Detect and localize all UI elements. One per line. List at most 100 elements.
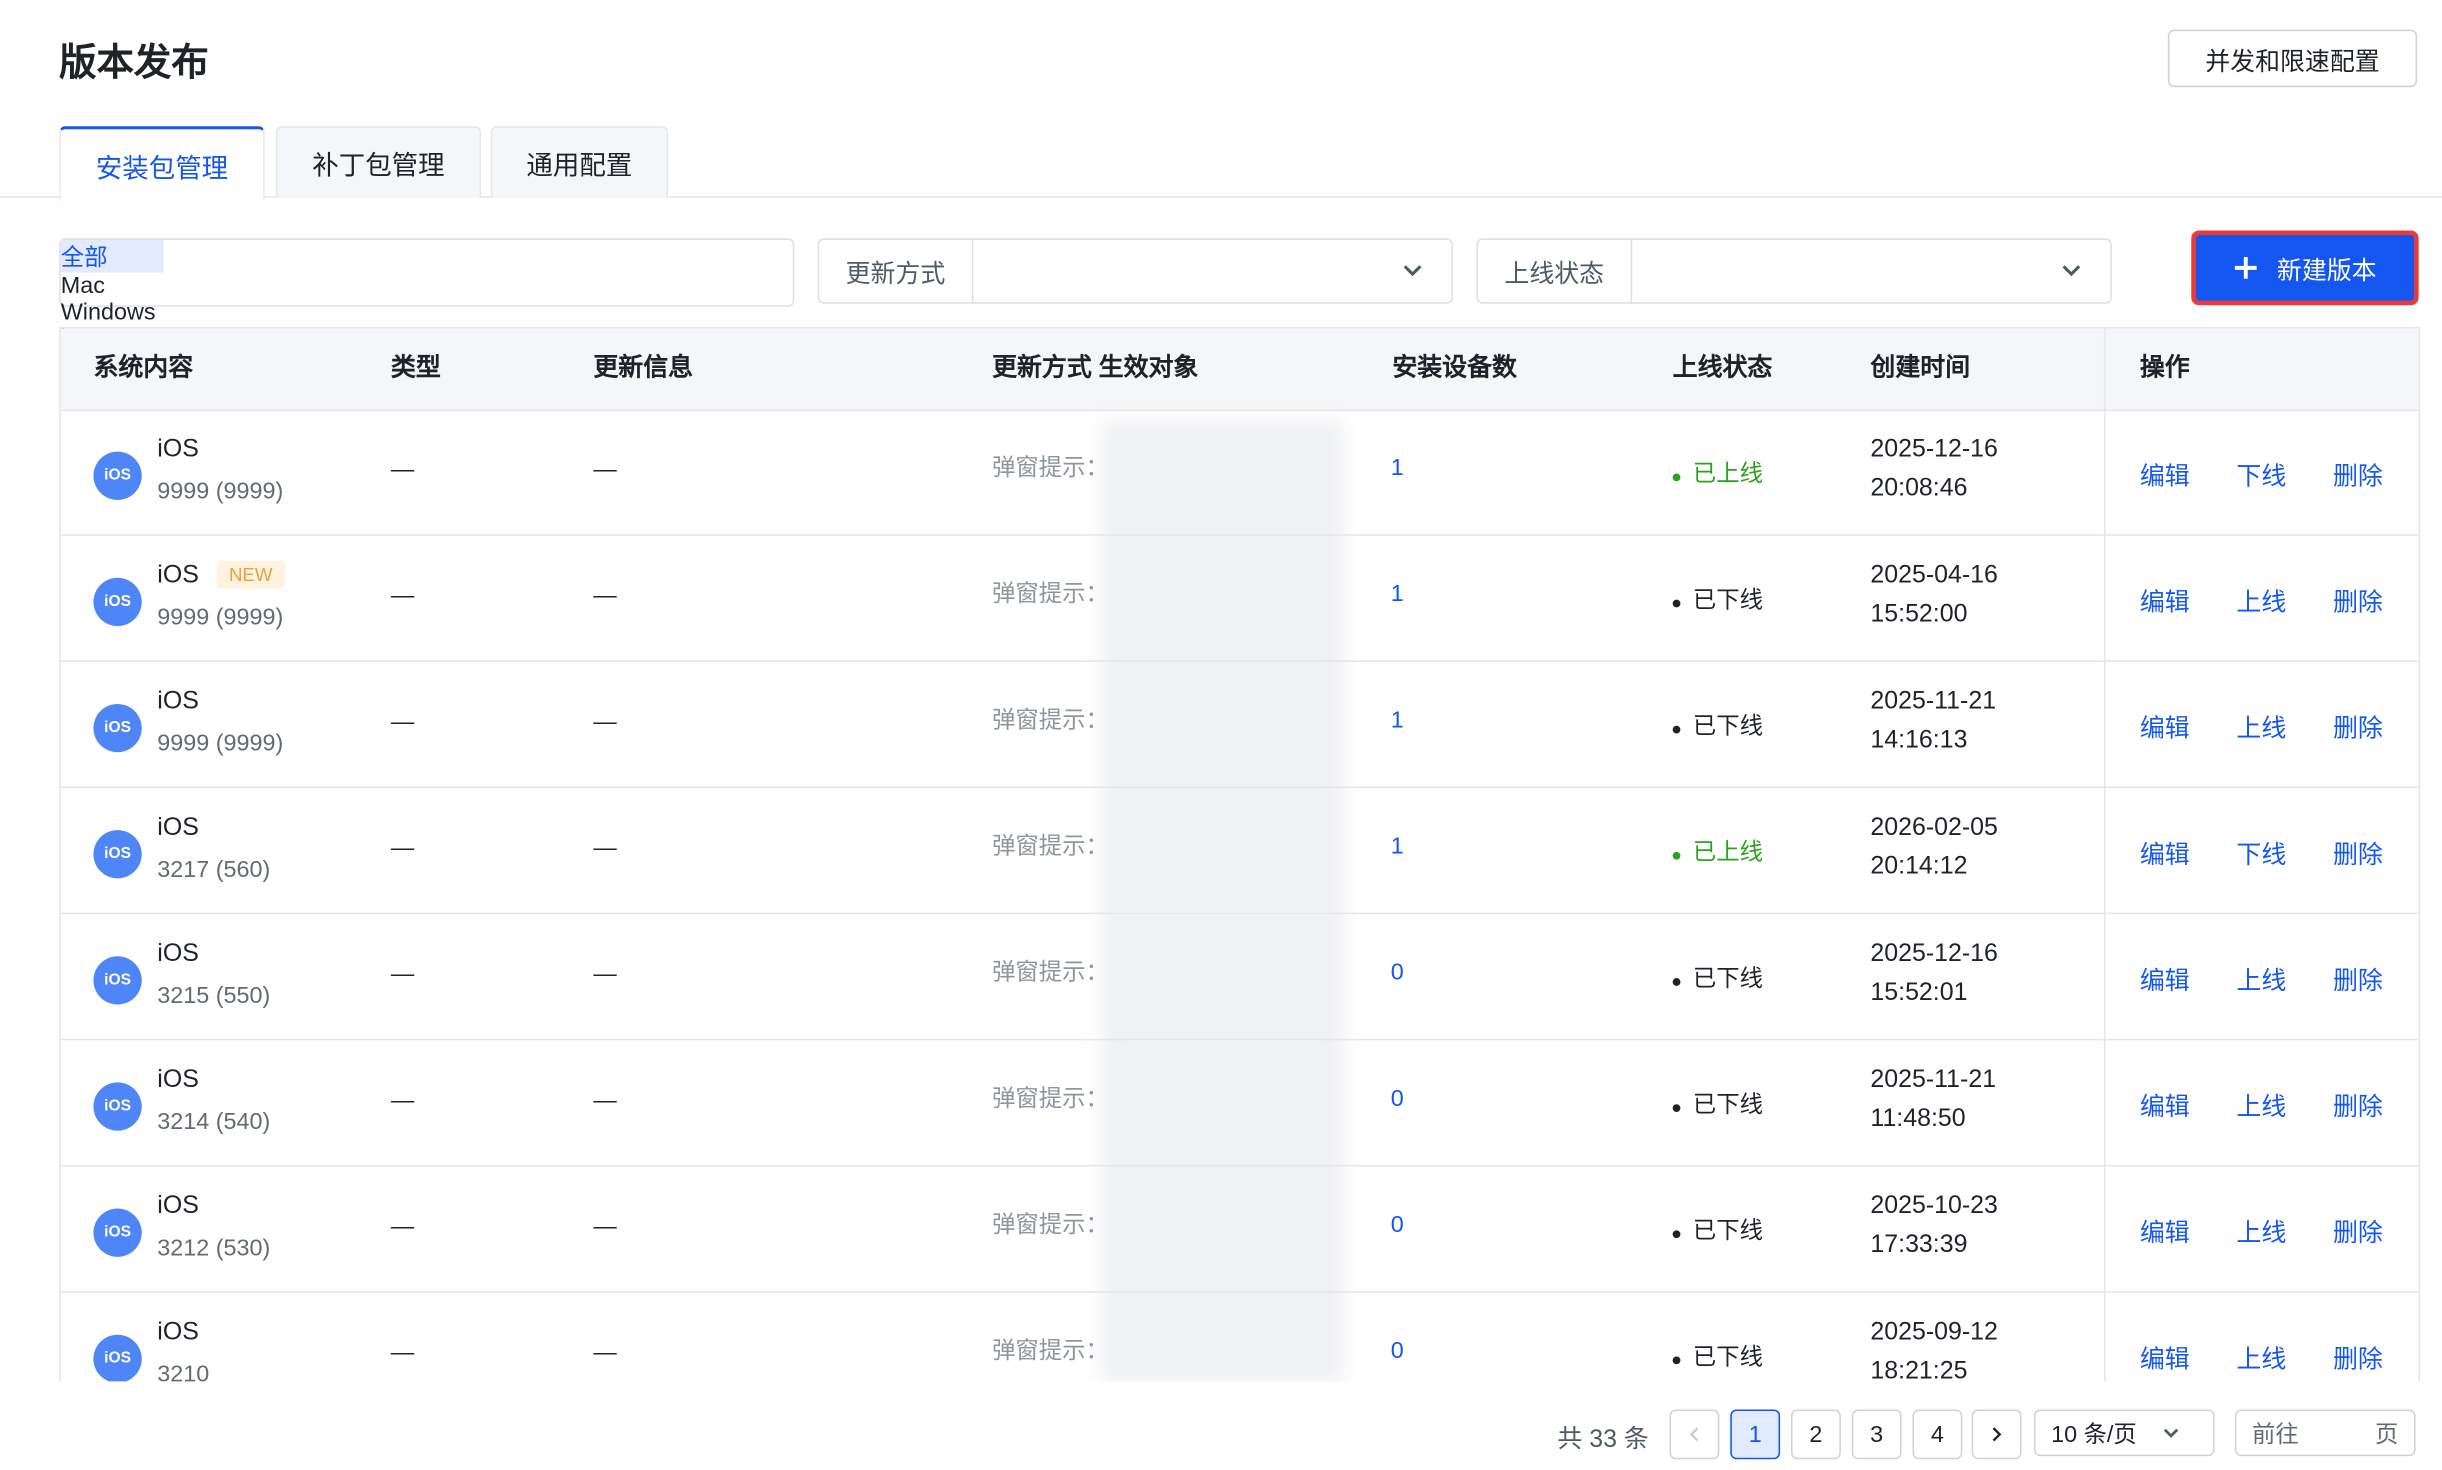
row-action[interactable]: 上线 <box>2236 968 2287 996</box>
os-name: iOS <box>157 814 199 841</box>
created-date: 2025-11-21 <box>1870 688 1997 715</box>
type: — <box>390 708 415 736</box>
row-action[interactable]: 删除 <box>2332 716 2383 743</box>
status: 已下线 <box>1692 713 1764 740</box>
status: 已下线 <box>1692 1091 1764 1119</box>
status: 已下线 <box>1692 1344 1764 1371</box>
device-count[interactable]: 1 <box>1390 580 1404 608</box>
os-name: iOS <box>157 436 199 463</box>
device-count[interactable]: 1 <box>1390 833 1404 860</box>
tab[interactable]: 通用配置 <box>490 126 669 198</box>
platform-option[interactable]: 全部 <box>60 239 164 273</box>
row-action[interactable]: 编辑 <box>2139 590 2190 617</box>
row-action[interactable]: 编辑 <box>2139 968 2190 996</box>
row-divider <box>60 912 2419 915</box>
status-dot <box>1672 1356 1681 1365</box>
page-number[interactable]: 4 <box>1912 1409 1963 1460</box>
created-date: 2025-11-21 <box>1870 1066 1997 1094</box>
version: 9999 (9999) <box>157 730 284 757</box>
row-action[interactable]: 上线 <box>2236 716 2287 743</box>
prev-page[interactable] <box>1669 1409 1720 1460</box>
status-select[interactable]: 上线状态 <box>1476 238 2112 304</box>
row-action[interactable]: 删除 <box>2332 1221 2383 1248</box>
update-method-select[interactable]: 更新方式 <box>817 238 1454 304</box>
platform-option[interactable]: Windows <box>60 299 156 326</box>
row-action[interactable]: 下线 <box>2236 842 2287 870</box>
goto-label: 前往 <box>2252 1421 2299 1448</box>
device-count[interactable]: 0 <box>1390 1085 1404 1112</box>
version: 9999 (9999) <box>157 478 284 505</box>
os-name: iOS <box>157 1319 199 1346</box>
next-page[interactable] <box>1971 1409 2022 1460</box>
platform-option[interactable]: Mac <box>60 272 105 300</box>
page-number[interactable]: 2 <box>1791 1409 1841 1460</box>
tab-divider <box>0 196 2442 198</box>
row-action[interactable]: 编辑 <box>2139 464 2190 491</box>
created-date: 2025-12-16 <box>1870 436 1998 463</box>
update-info: — <box>593 582 617 609</box>
created-date: 2025-10-23 <box>1870 1192 1998 1220</box>
row-action[interactable]: 删除 <box>2332 842 2383 870</box>
type: — <box>390 456 415 483</box>
row-action[interactable]: 上线 <box>2236 1347 2287 1374</box>
platform-filter: 全部MacWindowsiOSAndroidLinux <box>59 238 795 405</box>
row-action[interactable]: 编辑 <box>2139 1347 2190 1374</box>
update-method: 弹窗提示： <box>992 1211 1109 1239</box>
os-icon: iOS <box>93 703 142 753</box>
row-action[interactable]: 删除 <box>2332 968 2383 996</box>
created-time: 14:16:13 <box>1870 727 1968 754</box>
created-time: 17:33:39 <box>1870 1231 1968 1259</box>
status: 已上线 <box>1692 460 1764 488</box>
row-action[interactable]: 编辑 <box>2139 1094 2190 1122</box>
tab[interactable]: 安装包管理 <box>59 126 265 201</box>
button-label: 新建版本 <box>2276 258 2377 286</box>
new-version-button[interactable]: 新建版本 <box>2191 230 2419 306</box>
type: — <box>390 1339 415 1366</box>
row-action[interactable]: 下线 <box>2236 464 2287 491</box>
prev-icon <box>1689 1427 1699 1442</box>
update-info: — <box>593 1087 617 1114</box>
page-size-select[interactable]: 10 条/页 <box>2033 1409 2215 1457</box>
chevron <box>2163 1428 2179 1438</box>
status-dot <box>1672 978 1681 986</box>
row-action[interactable]: 删除 <box>2332 464 2383 491</box>
row-action[interactable]: 编辑 <box>2139 842 2190 870</box>
row-action[interactable]: 上线 <box>2236 1221 2287 1248</box>
version: 3212 (530) <box>157 1235 271 1262</box>
update-method: 弹窗提示： <box>992 959 1109 986</box>
config-button[interactable]: 并发和限速配置 <box>2167 29 2418 88</box>
device-count[interactable]: 1 <box>1390 707 1404 734</box>
row-action[interactable]: 上线 <box>2236 1094 2287 1122</box>
row-action[interactable]: 删除 <box>2332 590 2383 617</box>
page-number[interactable]: 3 <box>1851 1409 1902 1460</box>
tab[interactable]: 补丁包管理 <box>275 126 482 198</box>
row-action[interactable]: 编辑 <box>2139 1221 2190 1248</box>
version: 9999 (9999) <box>157 604 284 631</box>
total-count: 共 33 条 <box>1557 1426 1649 1454</box>
created-time: 15:52:00 <box>1870 601 1968 628</box>
status-dot <box>1672 725 1681 734</box>
update-method: 弹窗提示： <box>992 1337 1109 1365</box>
device-count[interactable]: 0 <box>1390 1211 1404 1239</box>
row-action[interactable]: 删除 <box>2332 1094 2383 1122</box>
device-count[interactable]: 0 <box>1390 959 1404 986</box>
device-count[interactable]: 1 <box>1390 454 1404 482</box>
row-action[interactable]: 编辑 <box>2139 716 2190 743</box>
update-method: 弹窗提示： <box>992 707 1109 734</box>
created-date: 2025-12-16 <box>1870 940 1998 968</box>
os-icon: iOS <box>93 1334 142 1382</box>
new-badge: NEW <box>216 560 286 589</box>
column-header: 更新方式 生效对象 <box>992 355 1199 382</box>
row-action[interactable]: 上线 <box>2236 590 2287 617</box>
created-date: 2025-04-16 <box>1870 562 1998 589</box>
device-count[interactable]: 0 <box>1390 1337 1404 1365</box>
update-method: 弹窗提示： <box>992 1085 1109 1112</box>
version: 3215 (550) <box>157 982 271 1010</box>
chevron <box>1403 265 1422 277</box>
row-action[interactable]: 删除 <box>2332 1347 2383 1374</box>
page-number[interactable]: 1 <box>1730 1409 1781 1460</box>
goto-input[interactable]: 前往 页 <box>2234 1409 2416 1457</box>
os-name: iOS <box>157 562 199 589</box>
os-icon: iOS <box>93 577 142 627</box>
